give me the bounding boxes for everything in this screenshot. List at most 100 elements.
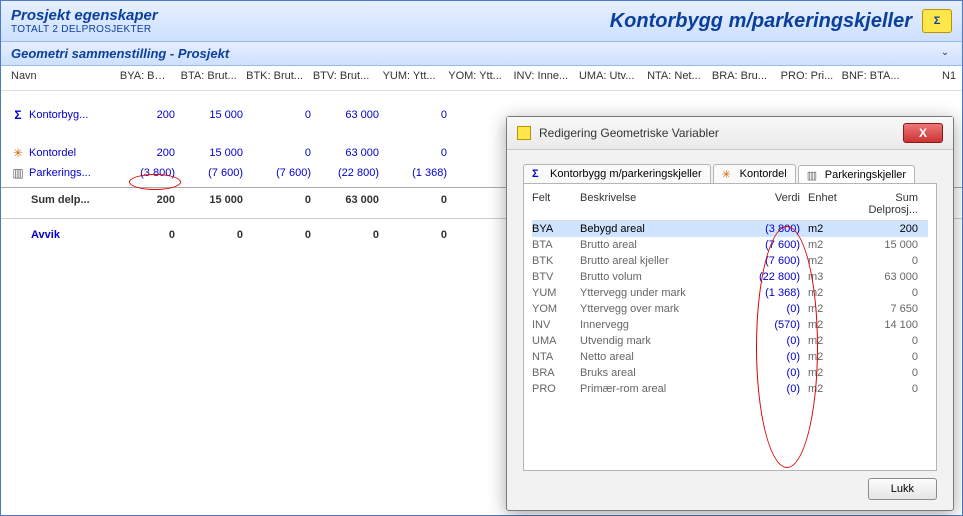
cell: 63 000 xyxy=(317,194,385,206)
gh-verdi[interactable]: Verdi xyxy=(742,192,800,216)
gh-felt[interactable]: Felt xyxy=(532,192,580,216)
col-bya[interactable]: BYA: Beb... xyxy=(120,70,177,82)
cell-sum: 0 xyxy=(846,287,918,299)
cell-verdi[interactable]: (1 368) xyxy=(742,287,800,299)
grid-row[interactable]: YUMYttervegg under mark(1 368)m20 xyxy=(532,285,928,301)
row-label: Kontorbyg... xyxy=(29,109,88,121)
col-btv[interactable]: BTV: Brut... xyxy=(309,70,375,82)
dialog-title-text: Redigering Geometriske Variabler xyxy=(539,126,719,140)
tabs: Σ Kontorbygg m/parkeringskjeller ✳ Konto… xyxy=(523,164,937,183)
row-label: Avvik xyxy=(31,229,60,241)
cell-felt: INV xyxy=(532,319,580,331)
grid-row[interactable]: BYABebygd areal(3 800)m2200 xyxy=(532,221,928,237)
cell-sum: 14 100 xyxy=(846,319,918,331)
lukk-button[interactable]: Lukk xyxy=(868,478,937,500)
grid-row[interactable]: BTKBrutto areal kjeller(7 600)m20 xyxy=(532,253,928,269)
tab-kontorbygg[interactable]: Σ Kontorbygg m/parkeringskjeller xyxy=(523,164,711,183)
dialog-redigering: Redigering Geometriske Variabler X Σ Kon… xyxy=(506,116,954,511)
cell-verdi[interactable]: (570) xyxy=(742,319,800,331)
cell-besk: Brutto areal xyxy=(580,239,742,251)
cell-enhet: m2 xyxy=(800,383,846,395)
cell-sum: 0 xyxy=(846,351,918,363)
tab-label: Kontordel xyxy=(740,168,787,180)
cell: 0 xyxy=(133,229,181,241)
cell-felt: BRA xyxy=(532,367,580,379)
cell: 0 xyxy=(385,109,453,121)
subheader: Geometri sammenstilling - Prosjekt ⌄ xyxy=(1,42,962,66)
cell-verdi[interactable]: (0) xyxy=(742,351,800,363)
cell: 0 xyxy=(249,147,317,159)
cell-verdi[interactable]: (0) xyxy=(742,383,800,395)
cell-verdi[interactable]: (0) xyxy=(742,335,800,347)
grid-row[interactable]: UMAUtvendig mark(0)m20 xyxy=(532,333,928,349)
cell: 15 000 xyxy=(181,147,249,159)
cell-felt: PRO xyxy=(532,383,580,395)
grid-row[interactable]: BRABruks areal(0)m20 xyxy=(532,365,928,381)
grid-row[interactable]: BTVBrutto volum(22 800)m363 000 xyxy=(532,269,928,285)
cell-besk: Yttervegg over mark xyxy=(580,303,742,315)
cell: 0 xyxy=(385,229,453,241)
col-pro[interactable]: PRO: Pri... xyxy=(773,70,839,82)
tab-body: Felt Beskrivelse Verdi Enhet Sum Delpros… xyxy=(523,183,937,471)
row-label: Parkerings... xyxy=(29,167,91,179)
cell-felt: YOM xyxy=(532,303,580,315)
cell-verdi[interactable]: (3 800) xyxy=(742,223,800,235)
cell-felt: BTA xyxy=(532,239,580,251)
grid-row[interactable]: BTABrutto areal(7 600)m215 000 xyxy=(532,237,928,253)
header-left: Prosjekt egenskaper TOTALT 2 DELPROSJEKT… xyxy=(11,7,158,35)
cell-sum: 0 xyxy=(846,335,918,347)
col-n1[interactable]: N1 xyxy=(906,70,963,82)
cell-sum: 0 xyxy=(846,367,918,379)
dialog-body: Σ Kontorbygg m/parkeringskjeller ✳ Konto… xyxy=(507,150,953,479)
expand-collapse-icon[interactable]: ⌄ xyxy=(938,47,952,61)
col-bnf[interactable]: BNF: BTA... xyxy=(839,70,905,82)
cell: (7 600) xyxy=(249,167,317,179)
cell-besk: Yttervegg under mark xyxy=(580,287,742,299)
cell-besk: Primær-rom areal xyxy=(580,383,742,395)
col-yom[interactable]: YOM: Ytt... xyxy=(442,70,508,82)
cell-felt: UMA xyxy=(532,335,580,347)
cell-sum: 15 000 xyxy=(846,239,918,251)
col-nta[interactable]: NTA: Net... xyxy=(640,70,706,82)
cell-verdi[interactable]: (22 800) xyxy=(742,271,800,283)
col-bta[interactable]: BTA: Brut... xyxy=(176,70,242,82)
grid-row[interactable]: PROPrimær-rom areal(0)m20 xyxy=(532,381,928,397)
gh-besk[interactable]: Beskrivelse xyxy=(580,192,742,216)
tab-kontordel[interactable]: ✳ Kontordel xyxy=(713,164,796,183)
grid-row[interactable]: NTANetto areal(0)m20 xyxy=(532,349,928,365)
grid-row[interactable]: YOMYttervegg over mark(0)m27 650 xyxy=(532,301,928,317)
cell: (1 368) xyxy=(385,167,453,179)
col-yum[interactable]: YUM: Ytt... xyxy=(375,70,441,82)
cell: 63 000 xyxy=(317,147,385,159)
cell-felt: BTV xyxy=(532,271,580,283)
cell-verdi[interactable]: (0) xyxy=(742,303,800,315)
cell: 63 000 xyxy=(317,109,385,121)
cell-besk: Bruks areal xyxy=(580,367,742,379)
cell-sum: 0 xyxy=(846,255,918,267)
grid-row[interactable]: INVInnervegg(570)m214 100 xyxy=(532,317,928,333)
cell: 200 xyxy=(123,147,181,159)
tab-label: Parkeringskjeller xyxy=(825,169,906,181)
col-btk[interactable]: BTK: Brut... xyxy=(243,70,309,82)
close-button[interactable]: X xyxy=(903,123,943,143)
cell-enhet: m2 xyxy=(800,239,846,251)
tab-parkeringskjeller[interactable]: ▥ Parkeringskjeller xyxy=(798,165,915,184)
col-uma[interactable]: UMA: Utv... xyxy=(574,70,640,82)
cell-felt: YUM xyxy=(532,287,580,299)
cell: 0 xyxy=(181,229,249,241)
col-navn[interactable]: Navn xyxy=(1,70,120,82)
col-bra[interactable]: BRA: Bru... xyxy=(707,70,773,82)
asterisk-icon: ✳ xyxy=(722,168,734,180)
gh-sum[interactable]: Sum Delprosj... xyxy=(846,192,918,216)
gh-enhet[interactable]: Enhet xyxy=(800,192,846,216)
cell-verdi[interactable]: (7 600) xyxy=(742,255,800,267)
dialog-titlebar[interactable]: Redigering Geometriske Variabler X xyxy=(507,117,953,150)
cell-verdi[interactable]: (0) xyxy=(742,367,800,379)
tab-label: Kontorbygg m/parkeringskjeller xyxy=(550,168,702,180)
sigma-logo-icon: Σ xyxy=(922,9,952,33)
cell-enhet: m2 xyxy=(800,319,846,331)
cell-verdi[interactable]: (7 600) xyxy=(742,239,800,251)
cell: 200 xyxy=(133,194,181,206)
cell-sum: 7 650 xyxy=(846,303,918,315)
col-inv[interactable]: INV: Inne... xyxy=(508,70,574,82)
